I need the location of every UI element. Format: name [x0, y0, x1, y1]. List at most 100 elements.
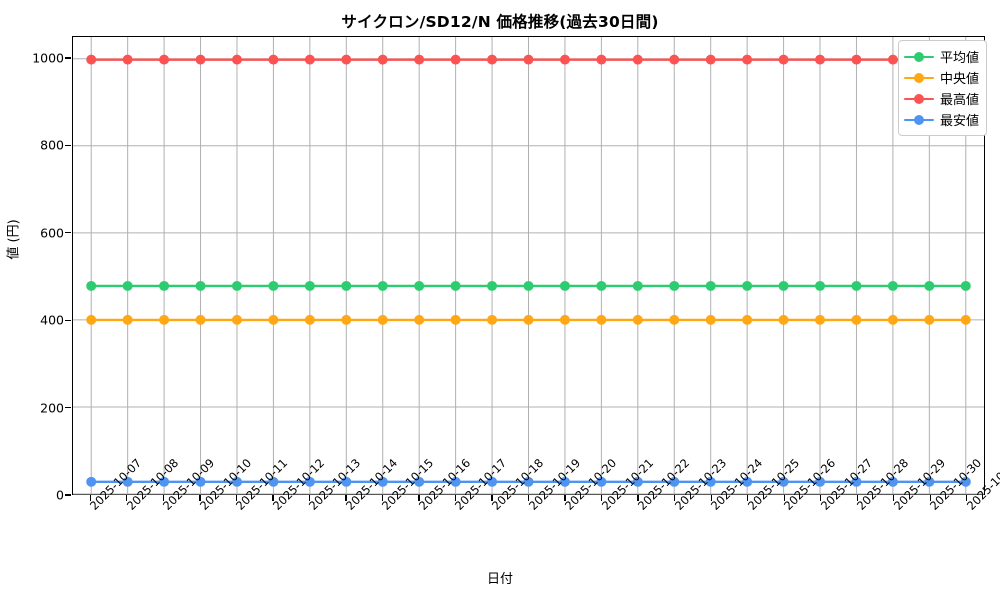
x-tick-mark — [527, 495, 530, 501]
data-point — [159, 280, 170, 291]
x-tick-label: 2025-10-31 — [964, 456, 1000, 513]
x-tick-mark — [89, 495, 91, 501]
data-point — [304, 476, 315, 487]
x-tick-label: 2025-10-16 — [416, 456, 473, 513]
data-point — [450, 280, 461, 291]
data-point — [377, 314, 388, 325]
data-point — [195, 314, 206, 325]
data-point — [778, 476, 789, 487]
data-point — [377, 476, 388, 487]
legend-item-4[interactable]: 最安値 — [904, 109, 979, 130]
x-tick-mark — [600, 495, 603, 501]
x-tick-label: 2025-10-10 — [197, 456, 254, 513]
series-最安値 — [86, 476, 971, 487]
series-平均値 — [86, 280, 971, 291]
data-point — [523, 54, 534, 65]
data-point — [887, 476, 898, 487]
data-point — [778, 314, 789, 325]
x-tick-label: 2025-10-21 — [599, 456, 656, 513]
data-point — [414, 476, 425, 487]
y-tick-mark — [65, 232, 71, 234]
x-tick-mark — [418, 495, 420, 501]
x-tick-mark — [162, 495, 164, 501]
data-point — [887, 54, 898, 65]
y-tick-label: 200 — [40, 400, 64, 416]
y-tick-mark — [65, 406, 71, 409]
x-tick-label: 2025-10-09 — [160, 456, 217, 513]
data-point — [705, 476, 716, 487]
x-axis-tick-labels: 2025-10-072025-10-082025-10-092025-10-10… — [72, 456, 1000, 575]
data-point — [742, 54, 753, 65]
y-tick-label: 0 — [56, 487, 64, 503]
data-point — [86, 476, 97, 487]
data-point — [268, 280, 279, 291]
data-point — [86, 54, 97, 65]
data-point — [632, 476, 643, 487]
legend-marker-icon — [904, 93, 934, 105]
data-point — [559, 314, 570, 325]
data-point — [304, 54, 315, 65]
data-point — [231, 314, 242, 325]
x-tick-label: 2025-10-14 — [343, 456, 400, 513]
x-tick-mark — [564, 495, 566, 501]
x-tick-label: 2025-10-27 — [818, 456, 875, 513]
data-point — [268, 314, 279, 325]
legend-label: 平均値 — [940, 51, 980, 66]
x-tick-mark — [673, 495, 676, 501]
x-tick-label: 2025-10-18 — [489, 456, 546, 513]
chart-legend: 平均値 中央値 最高値 最安値 — [898, 40, 988, 136]
data-point — [815, 54, 826, 65]
data-point — [815, 314, 826, 325]
data-point — [450, 314, 461, 325]
x-tick-label: 2025-10-19 — [526, 456, 583, 513]
x-tick-label: 2025-10-29 — [891, 456, 948, 513]
x-tick-mark — [199, 495, 201, 501]
x-tick-mark — [308, 495, 311, 501]
data-point — [122, 314, 133, 325]
y-tick-label: 600 — [40, 225, 64, 241]
data-point — [815, 280, 826, 291]
legend-item-1[interactable]: 平均値 — [904, 46, 979, 67]
legend-item-3[interactable]: 最高値 — [904, 88, 979, 109]
data-point — [669, 314, 680, 325]
x-tick-mark — [893, 495, 895, 501]
data-point — [669, 54, 680, 65]
x-tick-mark — [491, 495, 493, 501]
x-tick-mark — [929, 495, 931, 501]
x-tick-label: 2025-10-20 — [562, 456, 619, 513]
x-tick-mark — [454, 495, 457, 501]
data-point — [596, 280, 607, 291]
data-point — [377, 280, 388, 291]
x-tick-mark — [381, 495, 384, 501]
data-point — [632, 314, 643, 325]
x-tick-label: 2025-10-28 — [854, 456, 911, 513]
y-tick-mark — [65, 144, 71, 146]
legend-marker-icon — [904, 51, 934, 63]
x-tick-label: 2025-10-08 — [124, 456, 181, 513]
legend-marker-icon — [904, 72, 934, 84]
data-point — [778, 280, 789, 291]
data-point — [596, 476, 607, 487]
data-point — [268, 476, 279, 487]
data-point — [304, 314, 315, 325]
y-tick-label: 1000 — [32, 50, 64, 66]
y-tick-label: 800 — [40, 137, 64, 153]
data-point — [742, 476, 753, 487]
data-point — [341, 54, 352, 65]
data-point — [86, 314, 97, 325]
x-tick-label: 2025-10-24 — [708, 456, 765, 513]
x-tick-mark — [126, 495, 128, 501]
x-tick-mark — [710, 495, 712, 501]
data-point — [341, 314, 352, 325]
data-point — [159, 314, 170, 325]
x-tick-mark — [272, 495, 274, 501]
data-point — [377, 54, 388, 65]
data-point — [341, 280, 352, 291]
data-point — [414, 54, 425, 65]
x-tick-label: 2025-10-26 — [781, 456, 838, 513]
x-tick-label: 2025-10-22 — [635, 456, 692, 513]
legend-item-2[interactable]: 中央値 — [904, 67, 979, 88]
data-point — [851, 280, 862, 291]
data-point — [887, 280, 898, 291]
data-point — [341, 476, 352, 487]
